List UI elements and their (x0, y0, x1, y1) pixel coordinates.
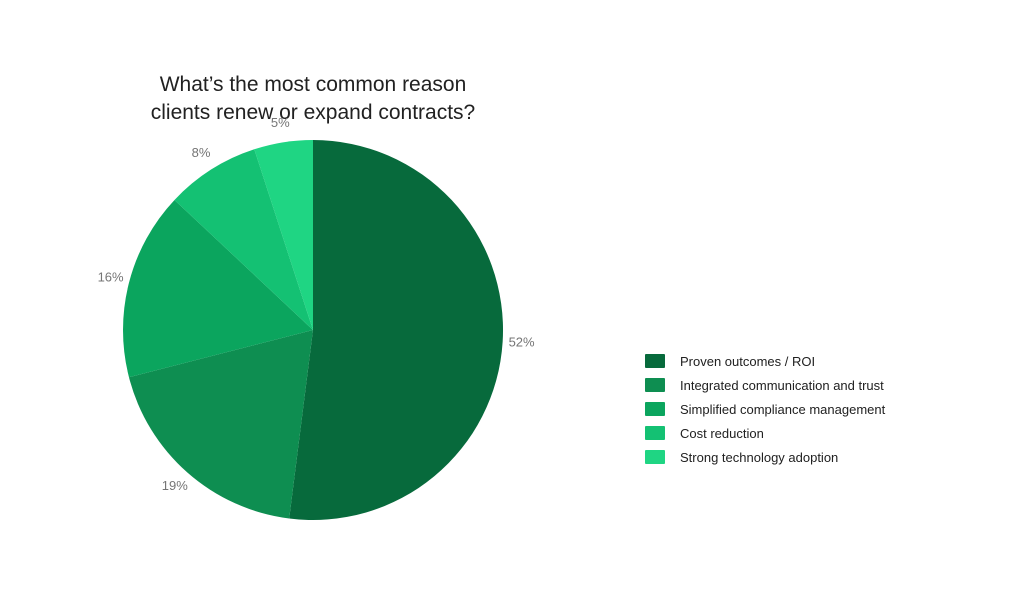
pie-value-label-5: 5% (271, 115, 290, 130)
legend-swatch-icon (645, 450, 665, 464)
legend-item-5: Strong technology adoption (645, 445, 885, 469)
legend-swatch-icon (645, 402, 665, 416)
legend-item-4: Cost reduction (645, 421, 885, 445)
legend-label: Integrated communication and trust (680, 377, 884, 393)
pie-value-label-4: 8% (192, 145, 211, 160)
pie-slice-3 (123, 199, 313, 378)
legend-label: Cost reduction (680, 425, 764, 441)
legend-swatch-icon (645, 426, 665, 440)
pie-slice-4 (174, 149, 313, 330)
legend-item-1: Proven outcomes / ROI (645, 349, 885, 373)
legend-item-2: Integrated communication and trust (645, 373, 885, 397)
chart-title: What’s the most common reason clients re… (63, 71, 563, 127)
chart-title-line1: What’s the most common reason (159, 73, 467, 96)
legend-item-3: Simplified compliance management (645, 397, 885, 421)
pie-slice-2 (128, 330, 313, 519)
legend-swatch-icon (645, 354, 665, 368)
legend-label: Simplified compliance management (680, 401, 886, 417)
pie-value-label-3: 16% (98, 269, 124, 284)
pie-value-label-1: 52% (509, 335, 535, 350)
legend-label: Strong technology adoption (680, 449, 839, 465)
pie-slice-1 (289, 140, 504, 520)
legend-label: Proven outcomes / ROI (680, 353, 816, 369)
chart-title-line2: clients renew or expand contracts? (150, 101, 476, 124)
pie-chart: 52% 19% 16% 8% 5% (98, 115, 535, 520)
legend: Proven outcomes / ROI Integrated communic… (645, 349, 885, 469)
pie-value-label-2: 19% (162, 478, 188, 493)
legend-swatch-icon (645, 378, 665, 392)
pie-slice-5 (254, 140, 313, 330)
